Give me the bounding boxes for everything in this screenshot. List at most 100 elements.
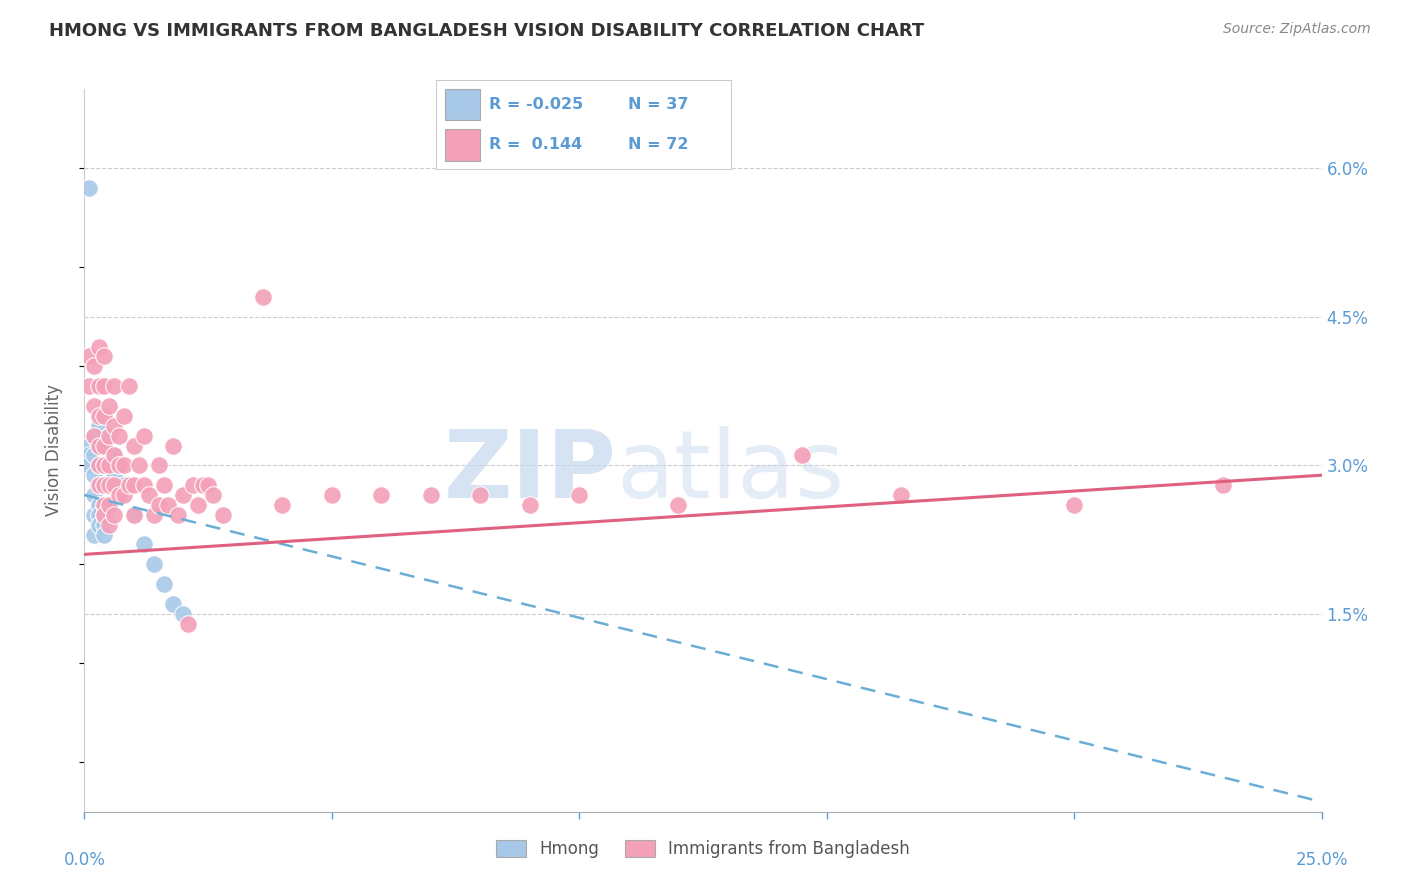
Point	[148, 498, 170, 512]
Point	[83, 508, 105, 522]
Text: N = 72: N = 72	[627, 137, 689, 153]
Point	[89, 339, 111, 353]
Point	[79, 438, 101, 452]
Point	[98, 498, 121, 512]
Text: HMONG VS IMMIGRANTS FROM BANGLADESH VISION DISABILITY CORRELATION CHART: HMONG VS IMMIGRANTS FROM BANGLADESH VISI…	[49, 22, 925, 40]
Point	[197, 478, 219, 492]
Point	[470, 488, 492, 502]
Point	[118, 478, 141, 492]
Point	[271, 498, 294, 512]
Point	[89, 498, 111, 512]
Point	[157, 498, 180, 512]
Y-axis label: Vision Disability: Vision Disability	[45, 384, 63, 516]
Text: ZIP: ZIP	[443, 426, 616, 518]
Point	[93, 517, 115, 532]
Point	[128, 458, 150, 473]
Point	[83, 359, 105, 374]
Point	[89, 508, 111, 522]
Point	[172, 607, 194, 621]
Point	[93, 458, 115, 473]
Point	[93, 350, 115, 364]
Point	[93, 478, 115, 492]
Point	[568, 488, 591, 502]
Point	[103, 468, 125, 483]
Point	[790, 449, 813, 463]
Text: atlas: atlas	[616, 426, 845, 518]
Legend: Hmong, Immigrants from Bangladesh: Hmong, Immigrants from Bangladesh	[489, 833, 917, 865]
Point	[89, 379, 111, 393]
Point	[98, 399, 121, 413]
Point	[132, 537, 155, 551]
Point	[172, 488, 194, 502]
Text: Source: ZipAtlas.com: Source: ZipAtlas.com	[1223, 22, 1371, 37]
Point	[89, 418, 111, 433]
Point	[98, 458, 121, 473]
Point	[1212, 478, 1234, 492]
Point	[181, 478, 204, 492]
Point	[89, 458, 111, 473]
Point	[79, 449, 101, 463]
Point	[103, 418, 125, 433]
Point	[83, 527, 105, 541]
Point	[83, 468, 105, 483]
FancyBboxPatch shape	[444, 89, 481, 120]
Point	[79, 379, 101, 393]
Point	[98, 428, 121, 442]
Point	[83, 488, 105, 502]
Point	[142, 508, 165, 522]
Point	[93, 498, 115, 512]
Point	[93, 508, 115, 522]
Point	[79, 458, 101, 473]
Text: R = -0.025: R = -0.025	[489, 97, 583, 112]
Point	[98, 478, 121, 492]
Point	[122, 508, 145, 522]
Point	[370, 488, 392, 502]
Point	[98, 478, 121, 492]
Point	[187, 498, 209, 512]
Point	[93, 508, 115, 522]
Point	[89, 438, 111, 452]
Point	[419, 488, 441, 502]
Point	[93, 458, 115, 473]
Point	[89, 478, 111, 492]
Point	[519, 498, 541, 512]
Point	[89, 438, 111, 452]
Point	[122, 438, 145, 452]
Point	[167, 508, 190, 522]
Point	[98, 517, 121, 532]
Point	[79, 181, 101, 195]
Point	[83, 399, 105, 413]
Point	[103, 478, 125, 492]
Point	[103, 449, 125, 463]
Point	[152, 577, 174, 591]
Point	[321, 488, 343, 502]
Point	[93, 527, 115, 541]
Point	[142, 558, 165, 572]
Point	[162, 597, 184, 611]
Point	[191, 478, 214, 492]
FancyBboxPatch shape	[444, 129, 481, 161]
Point	[118, 379, 141, 393]
Point	[98, 428, 121, 442]
Text: N = 37: N = 37	[627, 97, 689, 112]
Point	[112, 409, 135, 423]
Point	[108, 428, 131, 442]
Point	[890, 488, 912, 502]
Point	[89, 478, 111, 492]
Point	[89, 458, 111, 473]
Point	[93, 409, 115, 423]
Point	[1063, 498, 1085, 512]
Point	[177, 616, 200, 631]
Point	[252, 290, 274, 304]
Point	[103, 449, 125, 463]
Point	[98, 498, 121, 512]
Point	[138, 488, 160, 502]
Point	[148, 458, 170, 473]
Point	[89, 517, 111, 532]
Point	[79, 350, 101, 364]
Text: R =  0.144: R = 0.144	[489, 137, 582, 153]
Point	[112, 478, 135, 492]
Point	[132, 428, 155, 442]
Point	[132, 478, 155, 492]
Point	[89, 409, 111, 423]
